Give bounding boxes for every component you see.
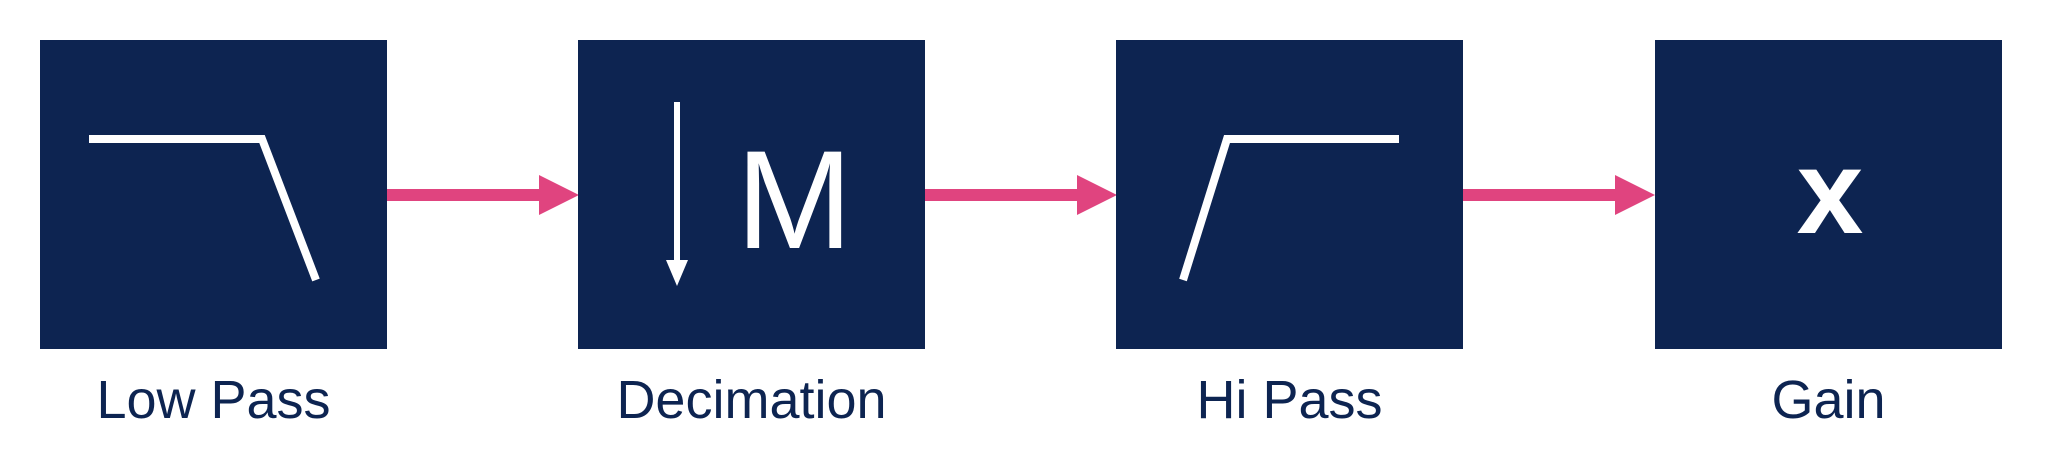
gain-block: x [1655,40,2002,349]
low-pass-block [40,40,387,349]
decimation-label: Decimation [616,370,887,430]
multiply-icon: x [1796,125,1864,259]
decimation-block: M [578,40,925,349]
gain-label: Gain [1771,370,1886,430]
decimation-factor-symbol: M [736,121,853,278]
hi-pass-block [1116,40,1463,349]
low-pass-label: Low Pass [96,370,331,430]
arrow-decimation-to-hi-pass [925,175,1117,215]
high-pass-filter-icon [1179,135,1399,282]
arrow-low-pass-to-decimation [387,175,579,215]
low-pass-filter-icon [89,135,320,282]
arrow-hi-pass-to-gain [1463,175,1655,215]
hi-pass-label: Hi Pass [1196,370,1383,430]
downsample-arrow-icon [666,102,688,286]
